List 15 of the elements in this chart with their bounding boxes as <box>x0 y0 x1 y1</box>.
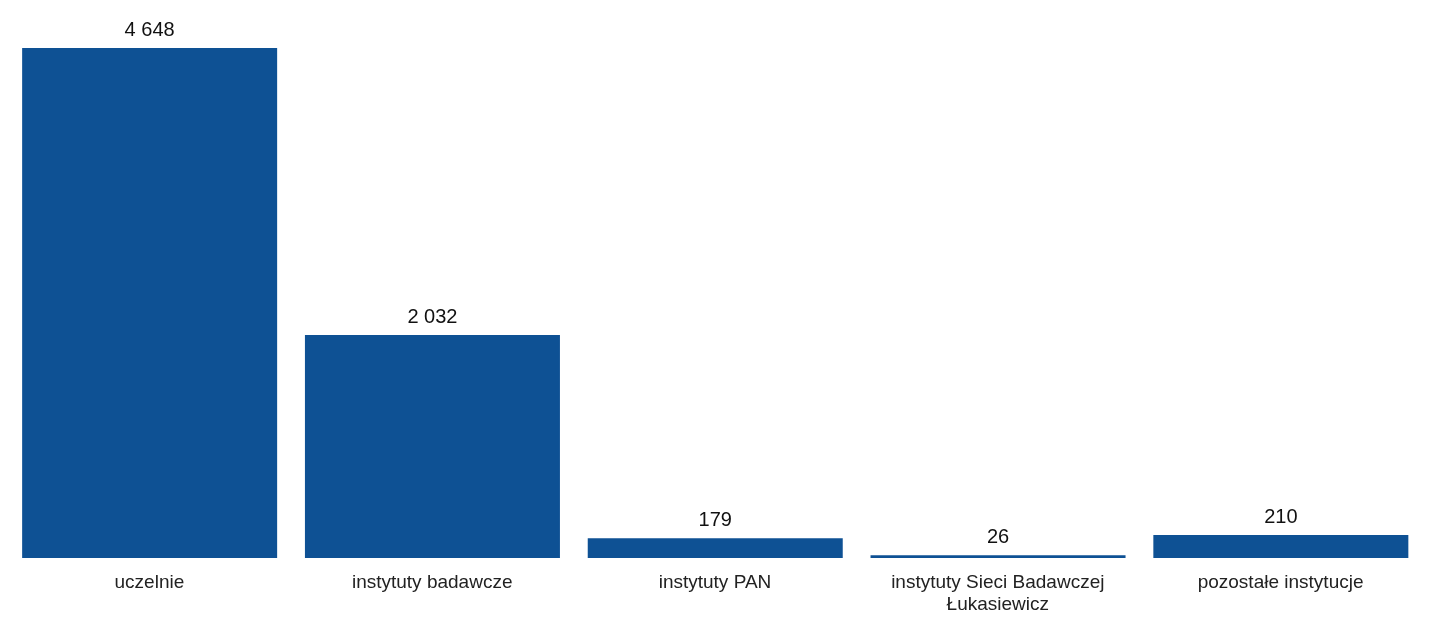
data-label: 26 <box>986 525 1010 548</box>
bar <box>1153 534 1409 558</box>
x-tick-label: instytuty PAN <box>658 571 772 592</box>
data-label: 210 <box>1264 504 1298 527</box>
x-tick-label: instytuty badawcze <box>351 571 513 592</box>
data-label: 2 032 <box>407 305 458 328</box>
x-tick-label: instytuty Sieci Badawczej Łukasiewicz <box>891 571 1105 614</box>
data-label: 4 648 <box>124 18 175 40</box>
x-tick-label: pozostałe instytucje <box>1197 571 1364 592</box>
bar <box>587 538 843 558</box>
bar <box>304 335 560 558</box>
bar <box>22 48 278 558</box>
data-label: 179 <box>698 508 732 531</box>
x-tick-label: uczelnie <box>114 571 185 592</box>
bar <box>870 555 1126 558</box>
